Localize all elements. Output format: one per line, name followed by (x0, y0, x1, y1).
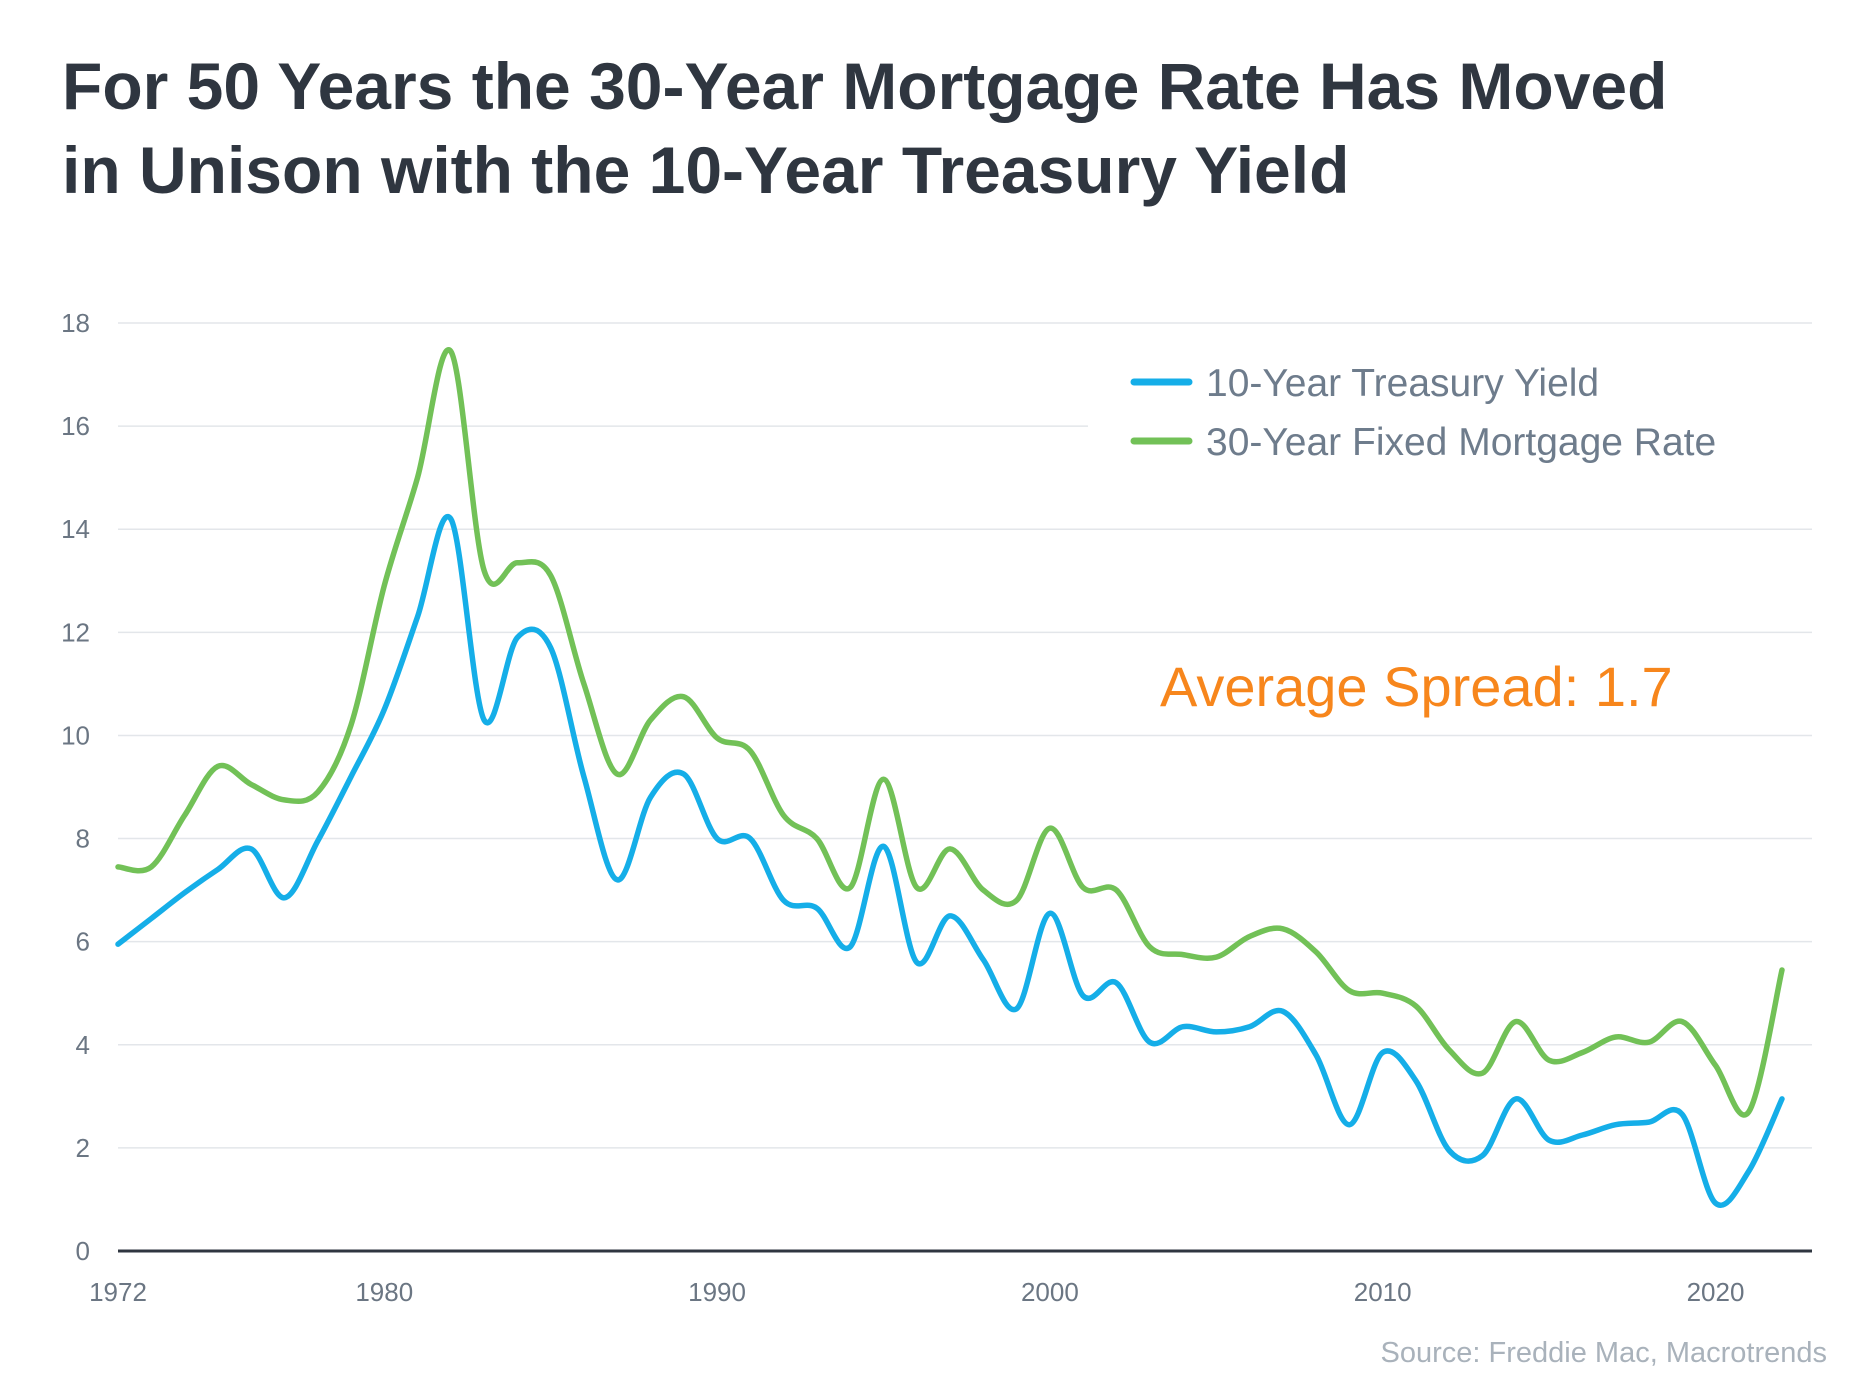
y-axis-ticks: 0 2 4 6 8 10 12 14 16 18 (61, 308, 90, 1266)
y-tick-label-12: 12 (61, 617, 90, 647)
x-tick-label-1972: 1972 (89, 1277, 147, 1307)
chart-title-line-1: For 50 Years the 30-Year Mortgage Rate H… (62, 49, 1668, 123)
y-tick-label-2: 2 (76, 1133, 90, 1163)
average-spread-annotation: Average Spread: 1.7 (1160, 655, 1673, 718)
series-lines (115, 347, 1785, 1208)
y-tick-label-10: 10 (61, 720, 90, 750)
y-tick-label-18: 18 (61, 308, 90, 338)
series-line-mortgage-rate (115, 347, 1785, 1118)
y-tick-label-6: 6 (76, 927, 90, 957)
x-axis-ticks: 1972 1980 1990 2000 2010 2020 (89, 1277, 1744, 1307)
legend: 10-Year Treasury Yield 30-Year Fixed Mor… (1130, 362, 1716, 464)
legend-label-treasury: 10-Year Treasury Yield (1206, 362, 1599, 405)
y-tick-label-4: 4 (76, 1030, 90, 1060)
series-line-treasury-yield (115, 513, 1785, 1208)
legend-background (1088, 344, 1816, 484)
x-tick-label-1990: 1990 (688, 1277, 746, 1307)
x-tick-label-2010: 2010 (1354, 1277, 1412, 1307)
legend-label-mortgage: 30-Year Fixed Mortgage Rate (1206, 421, 1716, 464)
y-tick-label-0: 0 (76, 1236, 90, 1266)
y-tick-label-8: 8 (76, 824, 90, 854)
x-tick-label-2000: 2000 (1021, 1277, 1079, 1307)
y-tick-label-14: 14 (61, 514, 90, 544)
source-note: Source: Freddie Mac, Macrotrends (1381, 1337, 1827, 1369)
y-tick-label-16: 16 (61, 411, 90, 441)
chart-title-line-2: in Unison with the 10-Year Treasury Yiel… (62, 133, 1350, 207)
x-tick-label-2020: 2020 (1687, 1277, 1745, 1307)
chart-title: For 50 Years the 30-Year Mortgage Rate H… (62, 44, 1822, 212)
x-tick-label-1980: 1980 (355, 1277, 413, 1307)
